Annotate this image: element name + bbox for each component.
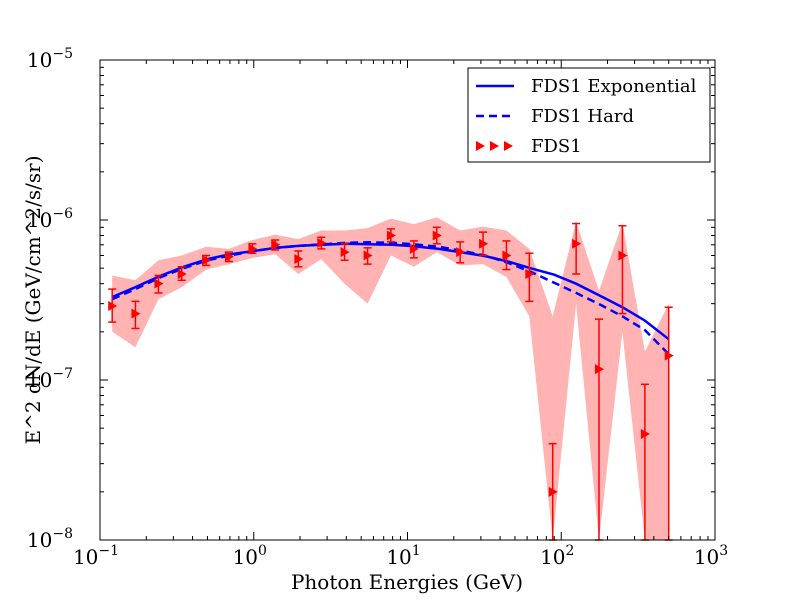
systematic-band [112,217,669,540]
point-marker [317,237,327,248]
point-marker [386,230,396,241]
data-point [202,254,212,267]
data-point [409,240,419,259]
data-point [572,222,582,275]
x-tick-label: 102 [540,543,574,569]
legend-label: FDS1 Exponential [531,76,697,97]
legend-entry: FDS1 Exponential [476,76,697,97]
point-marker [432,230,442,241]
legend-entry: FDS1 [476,136,582,157]
data-point [363,247,373,265]
legend-point-marker [476,141,485,151]
point-marker [224,251,234,262]
legend-point-marker [490,141,499,151]
y-tick-label: 10−8 [27,526,73,552]
point-marker [618,250,628,261]
data-point [317,236,327,250]
data-point [386,228,396,243]
data-point [525,252,535,303]
legend-entry: FDS1 Hard [476,106,634,127]
point-marker [131,308,141,319]
point-marker [594,364,604,375]
point-marker [479,238,489,249]
point-marker [548,486,558,497]
data-point [154,274,164,294]
x-axis-label: Photon Energies (GeV) [291,570,523,594]
points-layer [108,222,674,541]
data-point [502,240,512,271]
point-marker [572,238,582,249]
point-marker [363,250,373,261]
data-point [340,243,350,262]
point-marker [294,254,304,265]
data-point [177,266,187,282]
y-tick-label: 10−6 [27,206,73,232]
point-marker [640,428,650,439]
point-marker [502,250,512,261]
data-point [456,241,466,264]
data-point [108,288,118,323]
data-point [271,239,281,251]
x-tick-label: 103 [694,543,728,569]
y-tick-label: 10−5 [27,46,73,72]
data-point [432,226,442,245]
x-tick-label: 100 [233,543,267,569]
band-layer [112,217,669,540]
data-point [224,251,234,263]
point-marker [271,239,281,250]
point-marker [456,247,466,258]
data-point [248,243,258,254]
legend-label: FDS1 [531,136,582,157]
data-point [479,231,489,257]
x-tick-label: 10−1 [73,543,119,569]
y-axis-label: E^2 dN/dE (GeV/cm^2/s/sr) [21,155,45,444]
legend-point-marker [504,141,513,151]
data-point [618,225,628,315]
legend-label: FDS1 Hard [531,106,634,127]
point-marker [202,255,212,266]
series-line-hard [111,241,670,356]
data-point [294,250,304,268]
point-marker [154,278,164,289]
x-tick-label: 101 [386,543,420,569]
point-marker [248,243,258,254]
data-point [131,300,141,330]
point-marker [409,243,419,254]
point-marker [177,268,187,279]
y-tick-label: 10−7 [27,366,73,392]
point-marker [525,268,535,279]
point-marker [664,350,674,361]
ticks-layer: 10−1 100 101 102 103 10−8 10−7 10−6 10−5 [27,46,728,569]
legend: FDS1 Exponential FDS1 Hard FDS1 [467,67,711,163]
point-marker [340,247,350,258]
point-marker [108,301,118,312]
